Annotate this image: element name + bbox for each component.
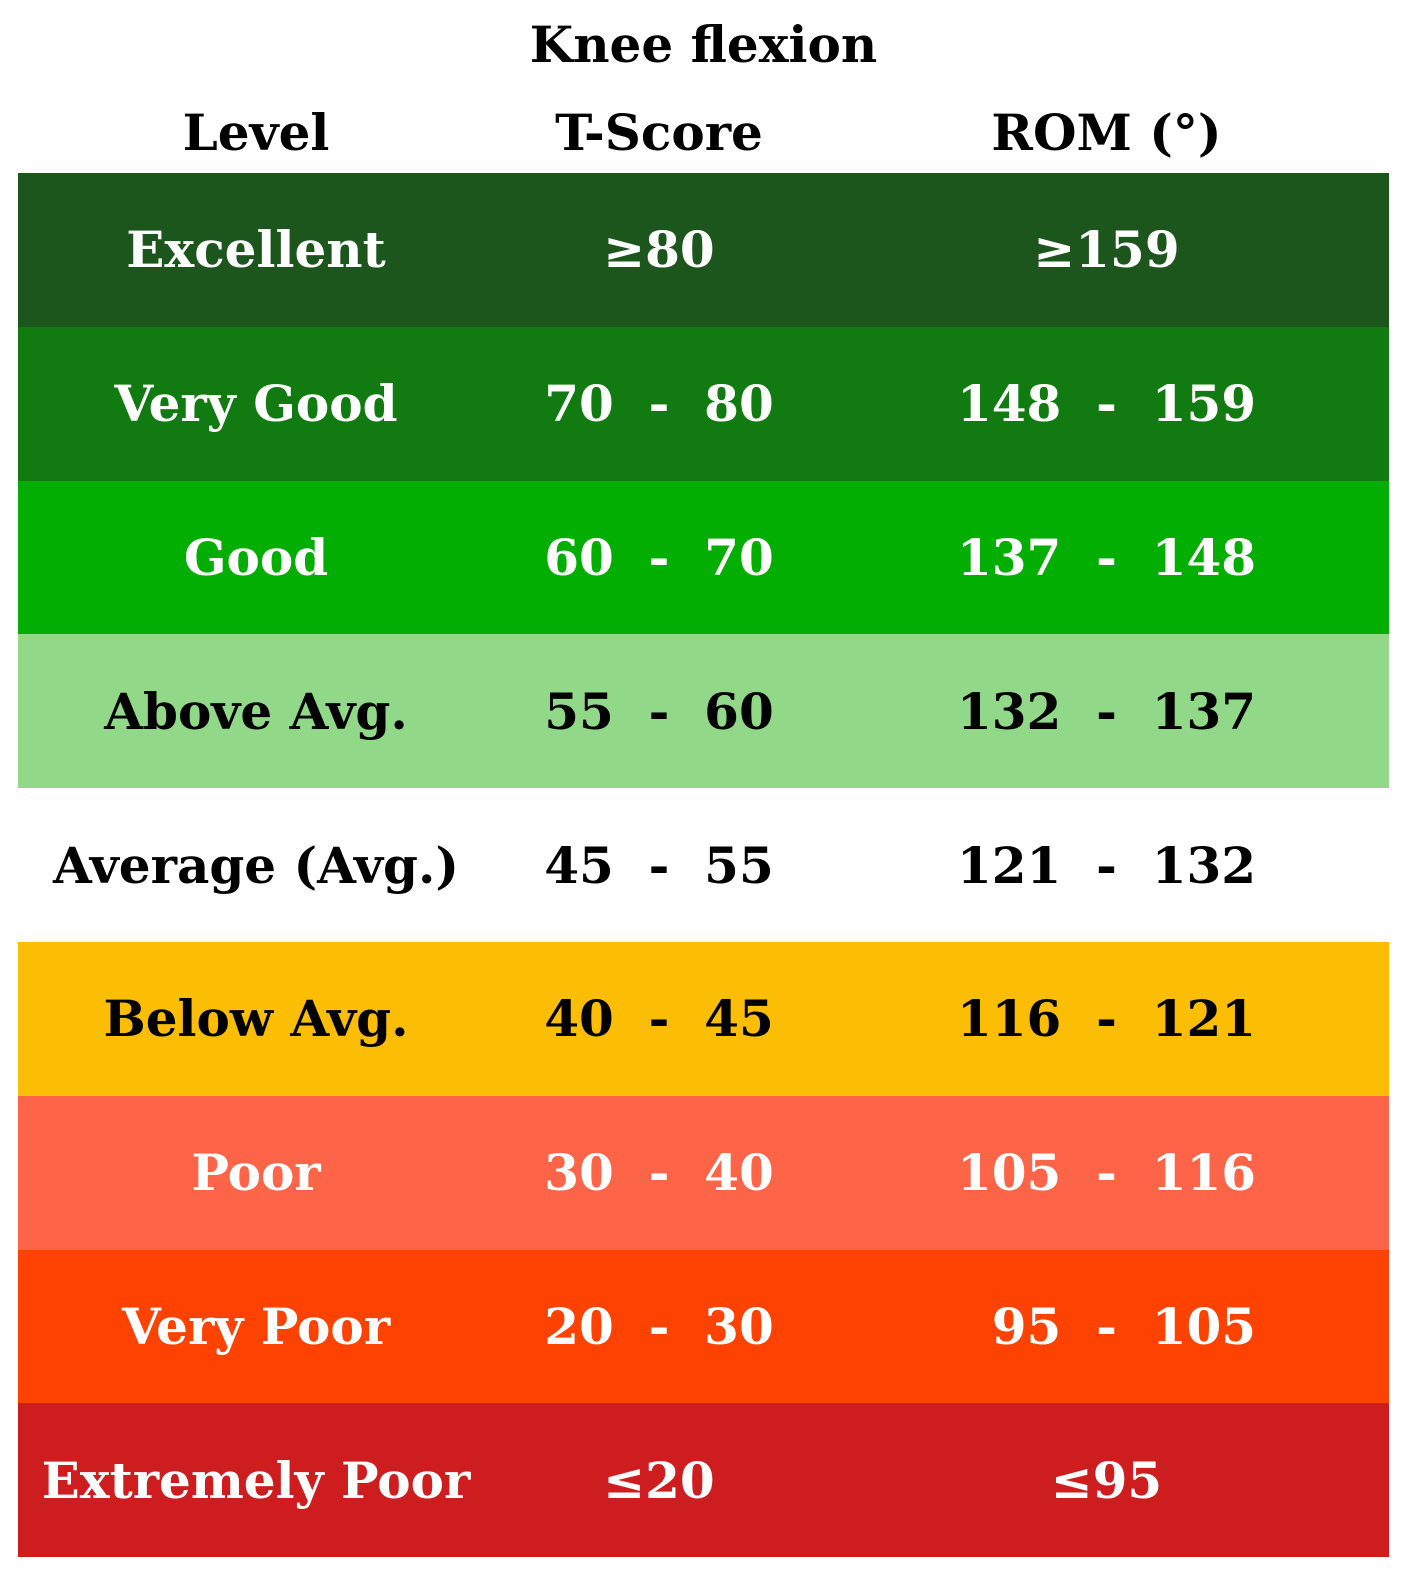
column-header-level: Level <box>182 103 330 162</box>
t-score-cell: ≥80 <box>603 220 715 280</box>
level-cell: Excellent <box>126 220 386 280</box>
table-row: Poor 30 - 40 105 - 116 <box>18 1095 1389 1250</box>
t-score-cell: 70 - 80 <box>544 374 774 434</box>
rom-cell: ≤95 <box>1050 1450 1163 1510</box>
t-score-cell: 60 - 70 <box>544 527 774 587</box>
level-cell: Extremely Poor <box>41 1450 471 1510</box>
t-score-cell: 20 - 30 <box>544 1296 774 1356</box>
level-cell: Good <box>183 527 329 587</box>
rom-cell: 121 - 132 <box>956 835 1257 895</box>
rom-cell: ≥159 <box>1033 220 1180 280</box>
t-score-cell: ≤20 <box>603 1450 715 1510</box>
table-row: Below Avg. 40 - 45 116 - 121 <box>18 941 1389 1096</box>
level-cell: Poor <box>191 1143 321 1203</box>
table-body: Excellent ≥80 ≥159 Very Good 70 - 80 148… <box>18 173 1389 1558</box>
table-row: Good 60 - 70 137 - 148 <box>18 480 1389 635</box>
t-score-cell: 55 - 60 <box>544 681 774 741</box>
rom-cell: 137 - 148 <box>956 527 1257 587</box>
column-header-rom: ROM (°) <box>991 103 1222 162</box>
level-cell: Below Avg. <box>103 989 409 1049</box>
rom-cell: 116 - 121 <box>956 989 1257 1049</box>
table-row: Excellent ≥80 ≥159 <box>18 173 1389 327</box>
level-cell: Very Poor <box>121 1296 391 1356</box>
level-cell: Above Avg. <box>104 681 408 741</box>
table-row: Above Avg. 55 - 60 132 - 137 <box>18 634 1389 789</box>
rom-cell: 132 - 137 <box>956 681 1257 741</box>
chart-title: Knee flexion <box>529 15 878 74</box>
table-row: Average (Avg.) 45 - 55 121 - 132 <box>18 788 1389 942</box>
rom-cell: 105 - 116 <box>956 1143 1257 1203</box>
table-row: Extremely Poor ≤20 ≤95 <box>18 1403 1389 1558</box>
table-row: Very Poor 20 - 30 95 - 105 <box>18 1249 1389 1404</box>
column-header-t-score: T-Score <box>555 103 763 162</box>
rom-cell: 148 - 159 <box>956 374 1257 434</box>
rom-cell: 95 - 105 <box>956 1296 1257 1356</box>
level-cell: Average (Avg.) <box>52 835 460 895</box>
level-cell: Very Good <box>114 374 398 434</box>
t-score-cell: 45 - 55 <box>544 835 774 895</box>
t-score-cell: 30 - 40 <box>544 1143 774 1203</box>
table-row: Very Good 70 - 80 148 - 159 <box>18 326 1389 481</box>
t-score-cell: 40 - 45 <box>544 989 774 1049</box>
